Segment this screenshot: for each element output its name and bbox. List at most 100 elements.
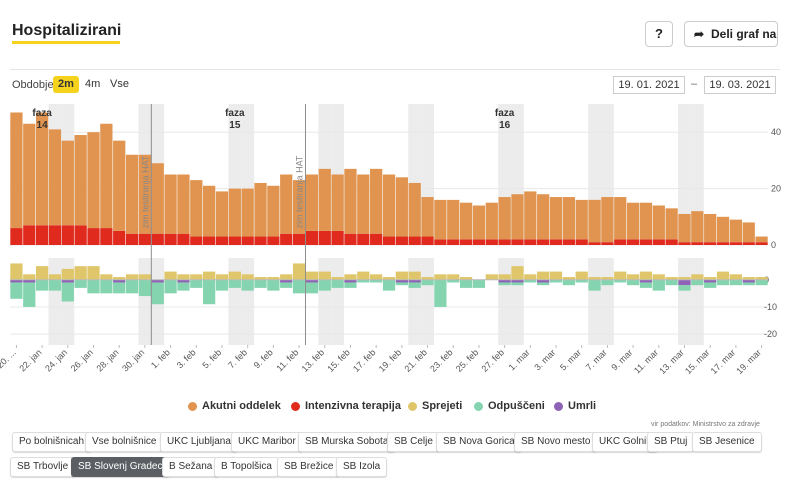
hospital-filter-sb-murska-sobota[interactable]: SB Murska Sobota [298,432,396,452]
bar-discharged [447,279,460,283]
x-tick-label: 15. feb [325,347,352,374]
bar-admitted [395,271,408,280]
bar-acute [549,197,563,240]
hospital-filter-b-sezana[interactable]: B Sežana [162,457,220,477]
bar-admitted [562,277,575,280]
share-button-label: Deli graf na [711,27,777,41]
x-tick-label: 30. jan [120,347,146,373]
bar-icu [292,233,306,245]
bar-icu [691,242,704,245]
bar-acute [511,194,524,240]
bar-icu [755,242,768,245]
bar-discharged [562,279,575,286]
hospital-filter-vse-bolnisnice[interactable]: Vse bolnišnice [85,432,164,452]
bar-discharged [305,282,319,294]
bar-died [177,279,190,283]
period-option-2m[interactable]: 2m [53,76,79,93]
bar-discharged [241,279,254,291]
bar-icu [331,230,344,245]
bar-acute [87,132,100,229]
hospital-filter-sb-slovenj-gradec[interactable]: SB Slovenj Gradec [71,457,170,477]
bar-acute [125,154,139,234]
hospital-filter-sb-brezice[interactable]: SB Brežice [277,457,341,477]
bar-acute [704,213,717,243]
bar-acute [434,199,447,240]
hospital-filter-sb-nova-gorica[interactable]: SB Nova Gorica [436,432,522,452]
bar-admitted [318,271,331,280]
bar-acute [215,191,229,237]
x-tick-label: 1. feb [149,347,172,370]
bar-admitted [704,277,717,280]
bar-acute [23,123,36,226]
hospital-filter-sb-novo-mesto[interactable]: SB Novo mesto [514,432,598,452]
bar-discharged [280,282,293,288]
hospital-filter-sb-jesenice[interactable]: SB Jesenice [692,432,762,452]
x-tick-label: 26. jan [69,347,95,373]
phase-label: faza [32,108,52,119]
share-button[interactable]: ➦ Deli graf na [684,21,778,47]
bar-acute [588,199,601,243]
bar-acute [280,174,293,234]
legend-dot-admitted [408,402,417,411]
bar-died [639,279,653,283]
weekend-band [421,258,434,345]
bar-icu [138,233,152,245]
bar-acute [575,199,588,240]
bar-admitted [61,268,74,280]
bar-icu [203,236,216,245]
legend-dot-acute [188,402,197,411]
bar-icu [537,239,550,245]
hospital-filter-ukc-ljubljana[interactable]: UKC Ljubljana [160,432,238,452]
hospital-filter-sb-trbovlje[interactable]: SB Trbovlje [10,457,76,477]
bar-acute [537,194,550,240]
x-tick-label: 3. feb [175,347,198,370]
weekend-band [48,258,62,345]
y-tick-label: 40 [771,127,781,137]
bar-admitted [305,271,319,280]
weekend-band [241,258,255,345]
hospital-filter-b-topolsica[interactable]: B Topolšica [214,457,279,477]
bar-admitted [382,277,396,280]
bar-icu [562,239,575,245]
hospital-filter-po-bolnisnicah[interactable]: Po bolnišnicah [12,432,92,452]
weekend-band [498,258,512,345]
date-to-input[interactable]: 19. 03. 2021 [704,76,776,94]
bar-admitted [524,274,537,280]
hospital-filter-sb-izola[interactable]: SB Izola [336,457,388,477]
x-tick-label: 7. feb [226,347,249,370]
bar-died [10,279,23,283]
hospital-filter-sb-celje[interactable]: SB Celje [387,432,440,452]
bar-icu [626,239,640,245]
bar-discharged [652,279,665,291]
bar-acute [203,185,216,237]
bar-discharged [382,279,396,291]
bar-discharged [639,282,653,288]
help-button[interactable]: ? [645,21,673,47]
hospital-filter-ukc-maribor[interactable]: UKC Maribor [231,432,303,452]
period-option-4m[interactable]: 4m [85,78,101,90]
bar-died [742,279,755,283]
weekend-band [678,104,691,245]
bar-admitted [498,274,511,280]
bar-icu [485,239,498,245]
x-tick-label: 15. mar [683,347,712,376]
bar-acute [254,182,267,237]
bar-discharged [215,279,229,291]
bar-discharged [524,279,537,283]
bar-icu [434,239,447,245]
bar-admitted [267,277,280,280]
period-option-all[interactable]: Vse [110,78,129,90]
bar-acute [382,174,396,237]
bar-admitted [652,274,665,280]
bar-icu [549,239,563,245]
bar-died [23,279,36,283]
weekend-band [138,258,152,345]
bar-admitted [665,277,678,280]
bar-admitted [421,277,434,280]
bar-discharged [74,279,87,288]
weekend-band [588,258,601,345]
hospital-filter-sb-ptuj[interactable]: SB Ptuj [647,432,695,452]
date-from-input[interactable]: 19. 01. 2021 [613,76,685,94]
x-tick-label: 3. mar [532,347,557,372]
